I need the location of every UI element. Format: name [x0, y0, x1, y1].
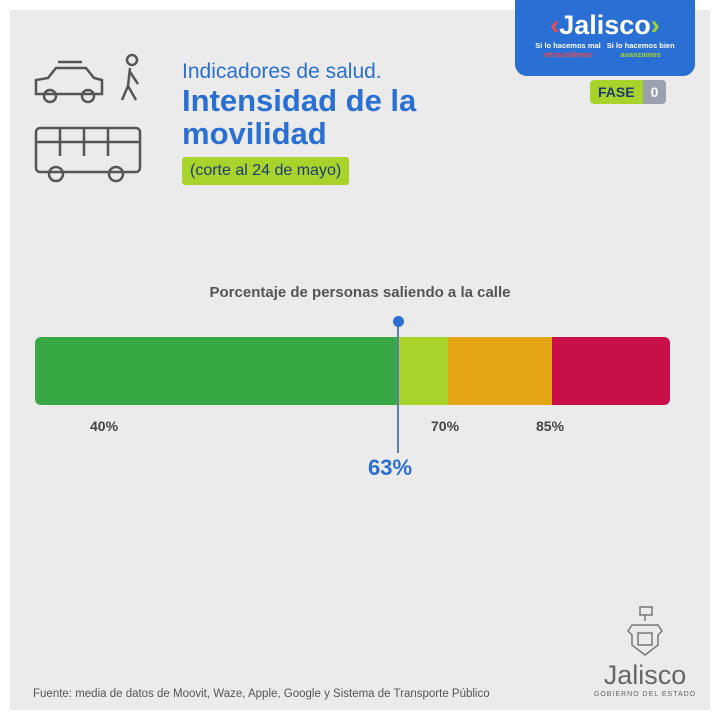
- tag-left-2: retrocedemos: [543, 50, 593, 59]
- logo-text: Jalisco: [559, 10, 651, 40]
- marker-line: [397, 325, 399, 453]
- pedestrian-icon: [120, 53, 140, 101]
- page-title: Intensidad de la movilidad: [182, 83, 417, 151]
- segment-lightgreen: [398, 337, 448, 405]
- tick-label: 40%: [90, 418, 119, 434]
- fase-value: 0: [642, 80, 667, 104]
- mobility-bar: [35, 337, 670, 405]
- source-note: Fuente: media de datos de Moovit, Waze, …: [33, 688, 490, 700]
- header-line1: Indicadores de salud.: [182, 60, 382, 83]
- transport-icons: [34, 53, 142, 183]
- marker-dot: [393, 316, 404, 327]
- tag-right: Si lo hacemos bien: [606, 41, 675, 50]
- marker-value: 63%: [368, 455, 413, 480]
- tag-left: Si lo hacemos mal: [535, 41, 601, 50]
- chevron-right-icon: ›: [650, 10, 660, 40]
- jalisco-brand-logo: ‹Jalisco› Si lo hacemos mal retrocedemos …: [515, 0, 695, 76]
- segment-green: [35, 337, 398, 405]
- gov-logo-text: Jalisco: [603, 660, 687, 690]
- fase-label: FASE: [590, 80, 643, 104]
- coat-of-arms-icon: [627, 606, 663, 656]
- segment-red: [552, 337, 670, 405]
- fase-badge: FASE 0: [590, 80, 667, 104]
- gov-logo-sub: GOBIERNO DEL ESTADO: [593, 691, 697, 698]
- tick-label: 85%: [536, 418, 565, 434]
- bus-icon: [34, 126, 142, 183]
- government-logo: Jalisco GOBIERNO DEL ESTADO: [590, 605, 700, 698]
- chart-title: Porcentaje de personas saliendo a la cal…: [209, 284, 511, 301]
- car-icon: [34, 60, 104, 104]
- tick-label: 70%: [431, 418, 460, 434]
- chevron-left-icon: ‹: [550, 10, 560, 40]
- segment-orange: [448, 337, 552, 405]
- date-badge: (corte al 24 de mayo): [182, 157, 350, 185]
- tag-right-2: avanzamos: [620, 50, 661, 59]
